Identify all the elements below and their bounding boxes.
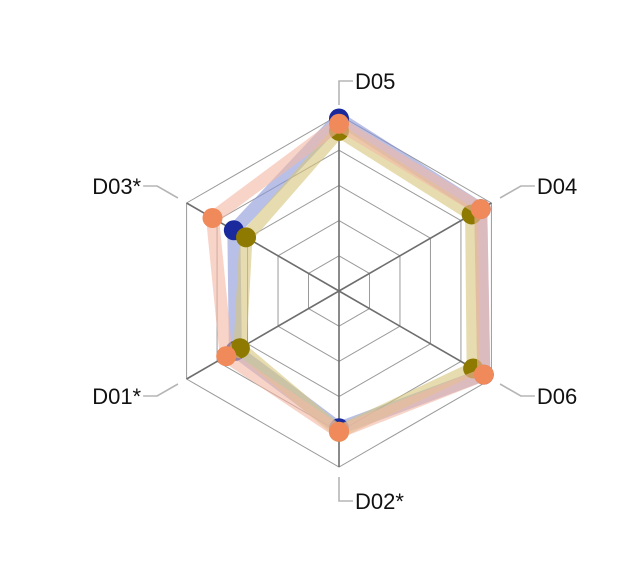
axis-label-6: D03* [92,174,179,199]
series-3-point-6 [202,207,223,228]
radar-series [202,108,494,442]
leader-line-5 [143,383,179,397]
leader-line-2 [499,185,535,199]
axis-label-text-6: D03* [92,174,141,199]
axis-label-2: D04 [499,174,577,199]
axis-label-text-1: D05 [355,69,395,94]
series-3-point-2 [470,199,491,220]
leader-line-6 [143,185,179,199]
series-3-point-1 [329,113,349,134]
axis-label-4: D02* [338,477,404,514]
series-2-point-6 [236,227,257,248]
series-3-band [205,117,491,439]
axis-label-3: D06 [499,383,577,409]
axis-labels: D05 D04 D06 D02* D01* D03* [92,69,577,514]
leader-line-1 [338,80,353,105]
axis-label-5: D01* [92,383,179,409]
series-3 [202,113,494,442]
leader-line-4 [338,477,353,502]
axis-label-text-3: D06 [537,384,577,409]
axis-label-text-4: D02* [355,489,404,514]
spoke-5 [186,290,340,380]
leader-line-3 [499,383,535,397]
series-3-point-4 [329,421,349,442]
axis-label-text-5: D01* [92,384,141,409]
axis-label-text-2: D04 [537,174,577,199]
axis-label-1: D05 [338,69,395,105]
series-3-point-3 [473,364,494,385]
series-3-point-5 [216,346,237,367]
